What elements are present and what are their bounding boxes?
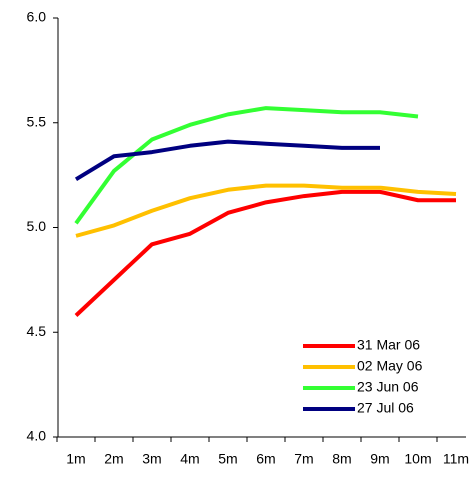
x-tick-label: 10m [404,451,431,467]
x-tick-label: 9m [370,451,389,467]
y-tick-label: 5.0 [27,218,47,234]
y-tick-label: 4.0 [27,428,47,444]
legend-label: 02 May 06 [357,358,423,374]
x-tick-label: 1m [66,451,85,467]
x-tick-label: 4m [180,451,199,467]
x-tick-label: 11m [443,451,469,467]
x-tick-label: 8m [332,451,351,467]
x-tick-label: 5m [218,451,237,467]
series-line [75,183,457,238]
y-tick-label: 5.5 [27,113,47,129]
series-line [74,139,380,182]
y-tick-label: 6.0 [27,9,47,25]
legend-label: 27 Jul 06 [357,400,414,416]
series-line [74,189,456,317]
legend-label: 23 Jun 06 [357,379,419,395]
x-tick-label: 6m [256,451,275,467]
x-tick-label: 3m [142,451,161,467]
y-tick-label: 4.5 [27,323,47,339]
x-tick-label: 7m [294,451,313,467]
legend-label: 31 Mar 06 [357,337,420,353]
x-tick-label: 2m [104,451,123,467]
